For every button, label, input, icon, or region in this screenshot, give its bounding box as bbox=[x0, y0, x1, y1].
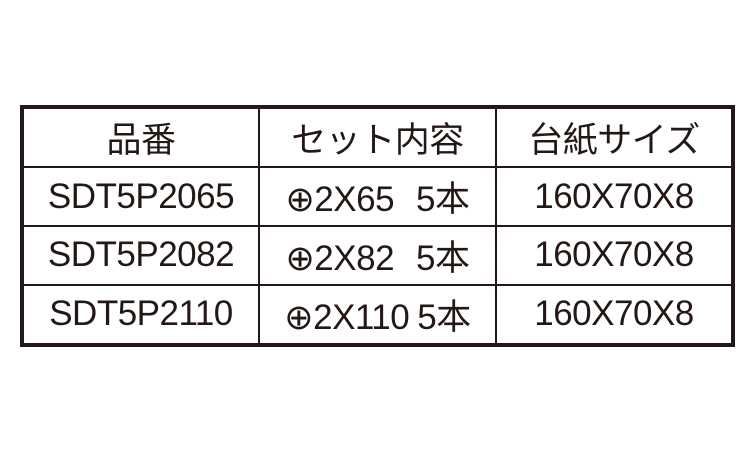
bit-size: ⊕2X110 bbox=[284, 297, 410, 337]
table-row: SDT5P2065 ⊕2X65 5本 160X70X8 bbox=[21, 166, 734, 227]
table-row: SDT5P2082 ⊕2X82 5本 160X70X8 bbox=[21, 224, 734, 286]
card-size: 160X70X8 bbox=[495, 224, 734, 286]
quantity: 5本 bbox=[416, 238, 470, 278]
quantity: 5本 bbox=[416, 180, 470, 220]
set-contents: ⊕2X65 5本 bbox=[258, 166, 497, 227]
part-number: SDT5P2082 bbox=[21, 224, 260, 286]
part-number: SDT5P2110 bbox=[21, 283, 260, 347]
header-card-size: 台紙サイズ bbox=[495, 105, 734, 169]
card-size: 160X70X8 bbox=[495, 283, 734, 347]
set-contents: ⊕2X110 5本 bbox=[258, 283, 497, 347]
card-size: 160X70X8 bbox=[495, 166, 734, 227]
product-spec-table: 品番 セット内容 台紙サイズ SDT5P2065 ⊕2X65 5本 160X70X… bbox=[20, 105, 735, 347]
header-part-number: 品番 bbox=[21, 105, 260, 169]
header-row: 品番 セット内容 台紙サイズ bbox=[21, 105, 734, 169]
set-contents: ⊕2X82 5本 bbox=[258, 224, 497, 286]
part-number: SDT5P2065 bbox=[21, 166, 260, 227]
table-row: SDT5P2110 ⊕2X110 5本 160X70X8 bbox=[21, 283, 734, 347]
quantity: 5本 bbox=[417, 297, 471, 337]
bit-size: ⊕2X82 bbox=[285, 238, 395, 278]
bit-size: ⊕2X65 bbox=[285, 180, 395, 220]
header-set-contents: セット内容 bbox=[258, 105, 497, 169]
